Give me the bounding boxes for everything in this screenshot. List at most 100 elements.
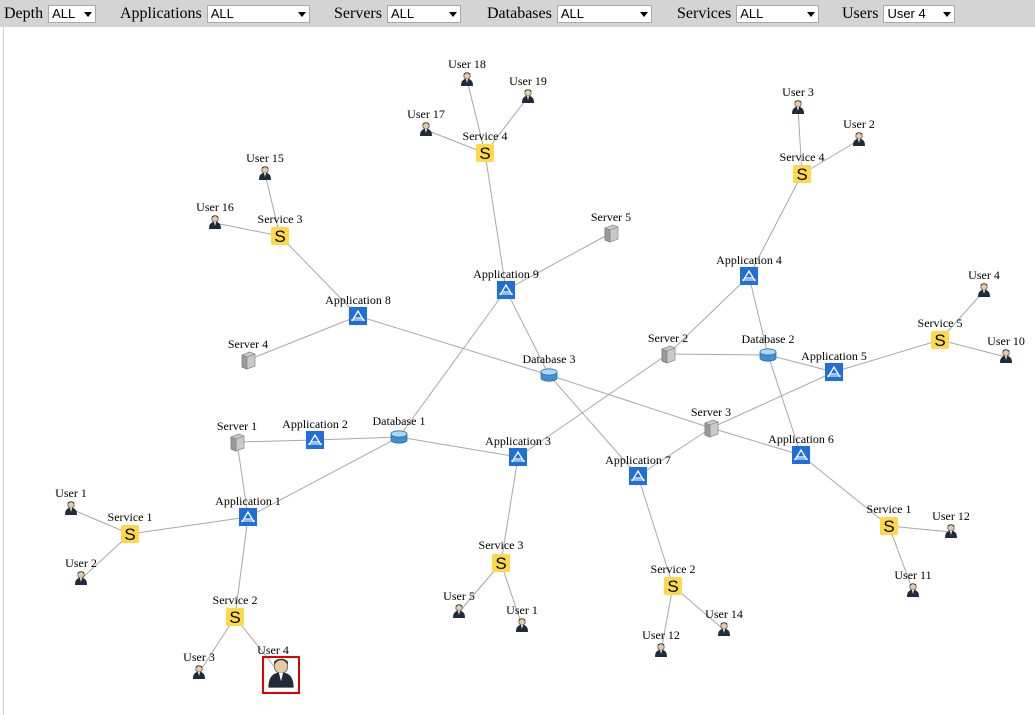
user-node[interactable]: User 1: [506, 603, 538, 632]
user-node[interactable]: User 2: [65, 556, 97, 585]
graph-edge: [484, 152, 507, 291]
services-select-value: ALL: [740, 6, 764, 21]
user-node[interactable]: User 1: [55, 486, 87, 515]
service-glyph: S: [883, 517, 894, 536]
server-label: Server 2: [648, 331, 688, 345]
user-node[interactable]: User 15: [246, 151, 284, 180]
graph-edge: [198, 616, 236, 674]
app-store-glyph: [241, 510, 255, 523]
application-node[interactable]: Application 9: [473, 267, 539, 299]
graph-edge: [939, 339, 1007, 358]
user-node[interactable]: User 17: [407, 107, 445, 136]
user-node[interactable]: User 18: [448, 57, 486, 86]
graph-edge: [264, 173, 281, 237]
user-label: User 1: [55, 486, 87, 500]
databases-filter-label: Databases: [487, 5, 552, 22]
databases-select[interactable]: ALL: [556, 5, 652, 23]
database-node[interactable]: Database 3: [523, 352, 576, 382]
database-label: Database 3: [523, 352, 576, 366]
user-node[interactable]: User 5: [443, 589, 475, 618]
user-icon: [853, 132, 865, 146]
server-node[interactable]: Server 4: [228, 337, 268, 370]
users-filter: Users User 4: [842, 4, 956, 24]
application-label: Application 5: [801, 349, 867, 363]
user-node[interactable]: User 12: [642, 628, 680, 657]
user-node[interactable]: User 4: [257, 643, 300, 694]
user-node[interactable]: User 19: [509, 74, 547, 103]
user-label: User 2: [65, 556, 97, 570]
user-node[interactable]: User 12: [932, 509, 970, 538]
user-label: User 2: [843, 117, 875, 131]
users-select[interactable]: User 4: [883, 5, 956, 23]
app-store-glyph: [351, 309, 365, 322]
user-node[interactable]: User 3: [782, 85, 814, 114]
application-node[interactable]: Application 3: [485, 434, 551, 466]
server-label: Server 1: [217, 419, 257, 433]
graph-edge: [466, 79, 486, 154]
server-node[interactable]: Server 2: [648, 331, 688, 364]
application-node[interactable]: Application 8: [325, 293, 391, 325]
server-node[interactable]: Server 1: [217, 419, 257, 452]
app-store-glyph: [794, 448, 808, 461]
application-node[interactable]: Application 5: [801, 349, 867, 381]
user-node[interactable]: User 10: [987, 334, 1025, 363]
application-node[interactable]: Application 2: [282, 417, 348, 449]
selection-highlight: [262, 656, 300, 694]
user-node[interactable]: User 11: [894, 568, 932, 597]
user-label: User 18: [448, 57, 486, 71]
server-node[interactable]: Server 5: [591, 210, 631, 243]
graph-edge: [888, 525, 952, 533]
application-icon: [825, 363, 843, 381]
user-node[interactable]: User 16: [196, 200, 234, 229]
database-icon: [759, 348, 777, 362]
graph-edge: [484, 96, 529, 154]
chevron-down-icon: [807, 12, 816, 17]
server-icon: [230, 433, 245, 452]
graph-edge: [214, 222, 281, 237]
application-label: Application 9: [473, 267, 539, 281]
app-store-glyph: [499, 283, 513, 296]
user-node[interactable]: User 14: [705, 607, 743, 636]
services-filter-label: Services: [677, 5, 732, 22]
application-label: Application 2: [282, 417, 348, 431]
application-label: Application 4: [716, 253, 782, 267]
chevron-down-icon: [639, 12, 648, 17]
user-node[interactable]: User 2: [843, 117, 875, 146]
database-node[interactable]: Database 1: [373, 414, 426, 444]
application-node[interactable]: Application 7: [605, 453, 671, 485]
servers-select[interactable]: ALL: [386, 5, 461, 23]
user-node[interactable]: User 3: [183, 650, 215, 679]
network-graph[interactable]: Application 1 Application 2 Application 3 A…: [3, 27, 1035, 715]
depth-select[interactable]: ALL: [48, 5, 97, 23]
application-node[interactable]: Application 6: [768, 432, 834, 464]
service-icon: [476, 144, 494, 162]
graph-edge: [425, 129, 486, 154]
user-icon: [655, 643, 667, 657]
user-icon: [193, 665, 205, 679]
user-label: User 12: [642, 628, 680, 642]
application-node[interactable]: Application 4: [716, 253, 782, 285]
graph-edge: [637, 427, 712, 477]
user-label: User 4: [257, 643, 289, 657]
server-node[interactable]: Server 3: [691, 405, 731, 438]
user-icon: [718, 622, 730, 636]
application-icon: [629, 467, 647, 485]
user-icon: [420, 122, 432, 136]
application-node[interactable]: Application 1: [215, 494, 281, 526]
database-node[interactable]: Database 2: [742, 332, 795, 362]
services-select[interactable]: ALL: [736, 5, 820, 23]
service-label: Service 2: [213, 593, 258, 607]
user-node[interactable]: User 4: [968, 268, 1000, 297]
user-icon: [522, 89, 534, 103]
chevron-down-icon: [448, 12, 457, 17]
applications-select[interactable]: ALL: [206, 5, 310, 23]
